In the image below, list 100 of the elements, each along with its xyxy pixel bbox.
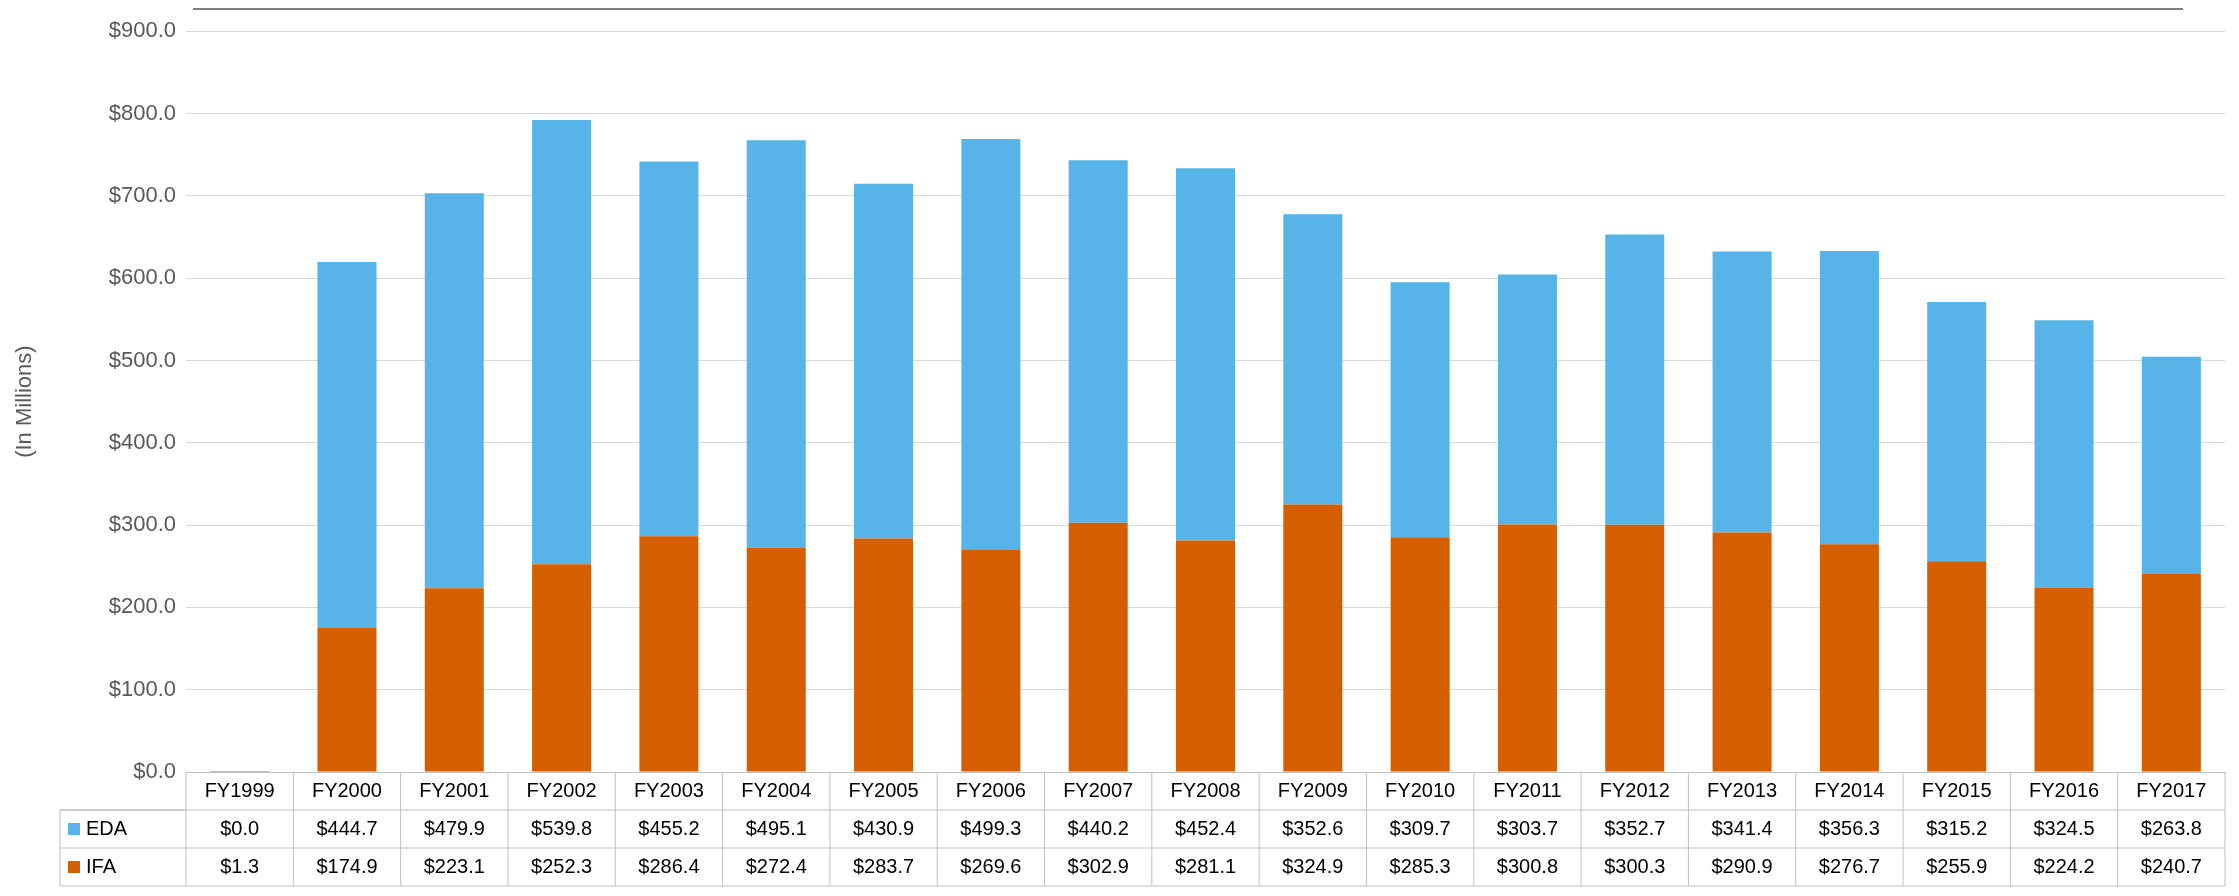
x-tick-label: FY2010	[1385, 778, 1456, 801]
x-tick-label: FY2013	[1707, 778, 1778, 801]
x-tick-label: FY2004	[741, 778, 812, 801]
data-label: $240.7	[2140, 854, 2202, 877]
bar	[2141, 573, 2201, 772]
data-label: $283.7	[852, 854, 915, 877]
y-axis-title: (In Millions)	[11, 345, 37, 458]
data-label: $255.9	[1926, 854, 1988, 877]
bar	[1605, 524, 1665, 772]
data-label: $1.3	[220, 854, 260, 877]
x-tick-label: FY2008	[1170, 778, 1241, 801]
bar	[1819, 544, 1879, 772]
legend-label: IFA	[86, 854, 117, 877]
bar	[317, 262, 377, 629]
bar	[1497, 274, 1557, 525]
data-label: $300.8	[1496, 854, 1559, 877]
y-tick-label: $0.0	[133, 758, 176, 784]
bar	[854, 538, 914, 772]
data-label: $452.4	[1174, 816, 1237, 839]
data-label: $276.7	[1818, 854, 1880, 877]
bar	[1605, 234, 1665, 525]
data-label: $281.1	[1174, 854, 1237, 877]
data-label: $285.3	[1389, 854, 1451, 877]
data-label: $269.6	[960, 854, 1022, 877]
bar	[639, 536, 699, 772]
data-label: $455.2	[638, 816, 700, 839]
legend-label: EDA	[86, 816, 128, 839]
bar	[1068, 522, 1128, 772]
data-label: $430.9	[852, 816, 915, 839]
bar	[1390, 282, 1450, 538]
data-label: $309.7	[1389, 816, 1451, 839]
y-tick-label: $200.0	[108, 593, 176, 619]
data-label: $315.2	[1926, 816, 1988, 839]
y-tick-label: $800.0	[108, 99, 176, 125]
bar	[2141, 356, 2201, 574]
bar	[1819, 250, 1879, 545]
bar	[961, 550, 1021, 772]
bar	[1927, 561, 1987, 772]
data-label: $272.4	[745, 854, 807, 877]
x-tick-label: FY2009	[1277, 778, 1348, 801]
bar	[1283, 504, 1343, 772]
bar	[2034, 587, 2094, 772]
bar	[1283, 214, 1343, 505]
x-tick-label: FY2002	[526, 778, 597, 801]
bar	[424, 193, 484, 589]
bar	[424, 588, 484, 772]
x-tick-label: FY2005	[848, 778, 919, 801]
bar	[1068, 160, 1128, 523]
x-tick-label: FY2014	[1814, 778, 1885, 801]
bar	[1497, 524, 1557, 772]
data-label: $495.1	[745, 816, 807, 839]
data-label: $324.9	[1282, 854, 1344, 877]
data-label: $300.3	[1604, 854, 1666, 877]
bar	[532, 564, 592, 772]
x-tick-label: FY2007	[1063, 778, 1134, 801]
data-label: $224.2	[2033, 854, 2095, 877]
x-tick-label: FY2015	[1921, 778, 1992, 801]
bar	[1390, 537, 1450, 772]
bar	[854, 183, 914, 539]
data-label: $252.3	[531, 854, 593, 877]
y-tick-label: $300.0	[108, 511, 176, 537]
data-label: $440.2	[1067, 816, 1129, 839]
data-label: $444.7	[316, 816, 378, 839]
data-label: $0.0	[220, 816, 260, 839]
y-tick-label: $700.0	[108, 181, 176, 207]
x-tick-label: FY2001	[419, 778, 490, 801]
bar	[1175, 540, 1236, 772]
data-label: $286.4	[638, 854, 700, 877]
bar	[1712, 532, 1772, 772]
x-tick-label: FY2011	[1493, 778, 1562, 801]
y-tick-label: $100.0	[108, 675, 176, 701]
bar	[2034, 320, 2094, 588]
x-tick-label: FY2003	[633, 778, 704, 801]
data-label: $499.3	[960, 816, 1022, 839]
x-tick-label: FY2016	[2029, 778, 2100, 801]
data-label: $174.9	[316, 854, 378, 877]
data-label: $223.1	[423, 854, 485, 877]
x-tick-label: FY2000	[311, 778, 382, 801]
bar	[1712, 251, 1772, 533]
data-label: $324.5	[2033, 816, 2095, 839]
x-tick-label: FY2012	[1599, 778, 1670, 801]
bar	[746, 140, 806, 548]
bar	[746, 547, 806, 772]
y-tick-label: $900.0	[108, 17, 176, 43]
data-label: $352.7	[1604, 816, 1666, 839]
bar	[1175, 168, 1236, 541]
x-tick-label: FY2006	[955, 778, 1026, 801]
x-tick-label: FY2017	[2136, 778, 2207, 801]
data-label: $263.8	[2140, 816, 2202, 839]
bar	[532, 120, 592, 565]
bar	[1927, 301, 1987, 562]
bar	[961, 139, 1021, 551]
y-tick-label: $500.0	[108, 346, 176, 372]
data-label: $290.9	[1711, 854, 1773, 877]
data-label: $352.6	[1282, 816, 1344, 839]
data-label: $302.9	[1067, 854, 1129, 877]
bar	[317, 628, 377, 772]
data-label: $479.9	[423, 816, 485, 839]
data-label: $539.8	[531, 816, 593, 839]
y-tick-label: $600.0	[108, 264, 176, 290]
